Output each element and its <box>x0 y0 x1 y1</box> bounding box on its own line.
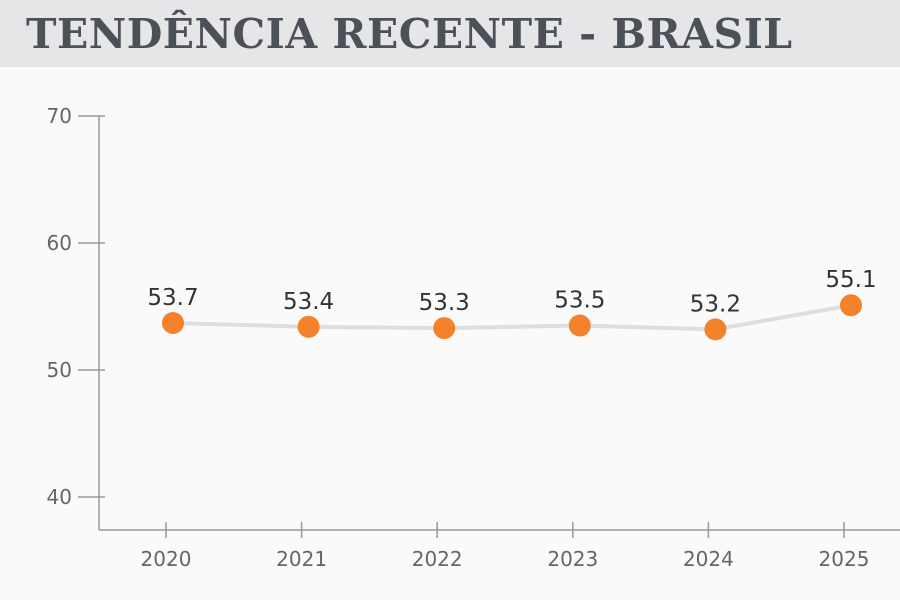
data-point <box>162 312 184 335</box>
data-label: 53.2 <box>690 291 741 317</box>
x-tick-label: 2024 <box>683 547 734 571</box>
data-point <box>840 294 862 317</box>
data-label: 53.7 <box>147 285 198 311</box>
data-label: 53.5 <box>554 288 605 314</box>
x-tick-label: 2020 <box>141 547 192 571</box>
y-ticks: 40 50 60 70 <box>47 104 105 509</box>
data-point <box>297 315 320 338</box>
x-ticks: 2020 2021 2022 2023 2024 2025 <box>141 522 870 571</box>
data-label: 53.4 <box>283 289 334 315</box>
y-tick-label: 50 <box>47 358 72 382</box>
data-labels: 53.7 53.4 53.3 53.5 53.2 55.1 <box>147 267 876 317</box>
data-point <box>704 318 727 341</box>
data-points <box>162 294 862 341</box>
data-point <box>433 317 456 340</box>
data-point <box>568 314 591 337</box>
title-band: TENDÊNCIA RECENTE - BRASIL <box>0 0 900 67</box>
y-tick-label: 40 <box>47 485 72 509</box>
data-label: 55.1 <box>825 267 876 293</box>
x-tick-label: 2022 <box>412 547 463 571</box>
x-tick-label: 2021 <box>276 547 327 571</box>
x-tick-label: 2025 <box>819 547 870 571</box>
y-tick-label: 60 <box>47 231 72 255</box>
x-tick-label: 2023 <box>547 547 598 571</box>
series-line <box>171 303 853 332</box>
y-tick-label: 70 <box>47 104 72 128</box>
data-label: 53.3 <box>419 290 470 316</box>
page-title: TENDÊNCIA RECENTE - BRASIL <box>26 10 793 58</box>
